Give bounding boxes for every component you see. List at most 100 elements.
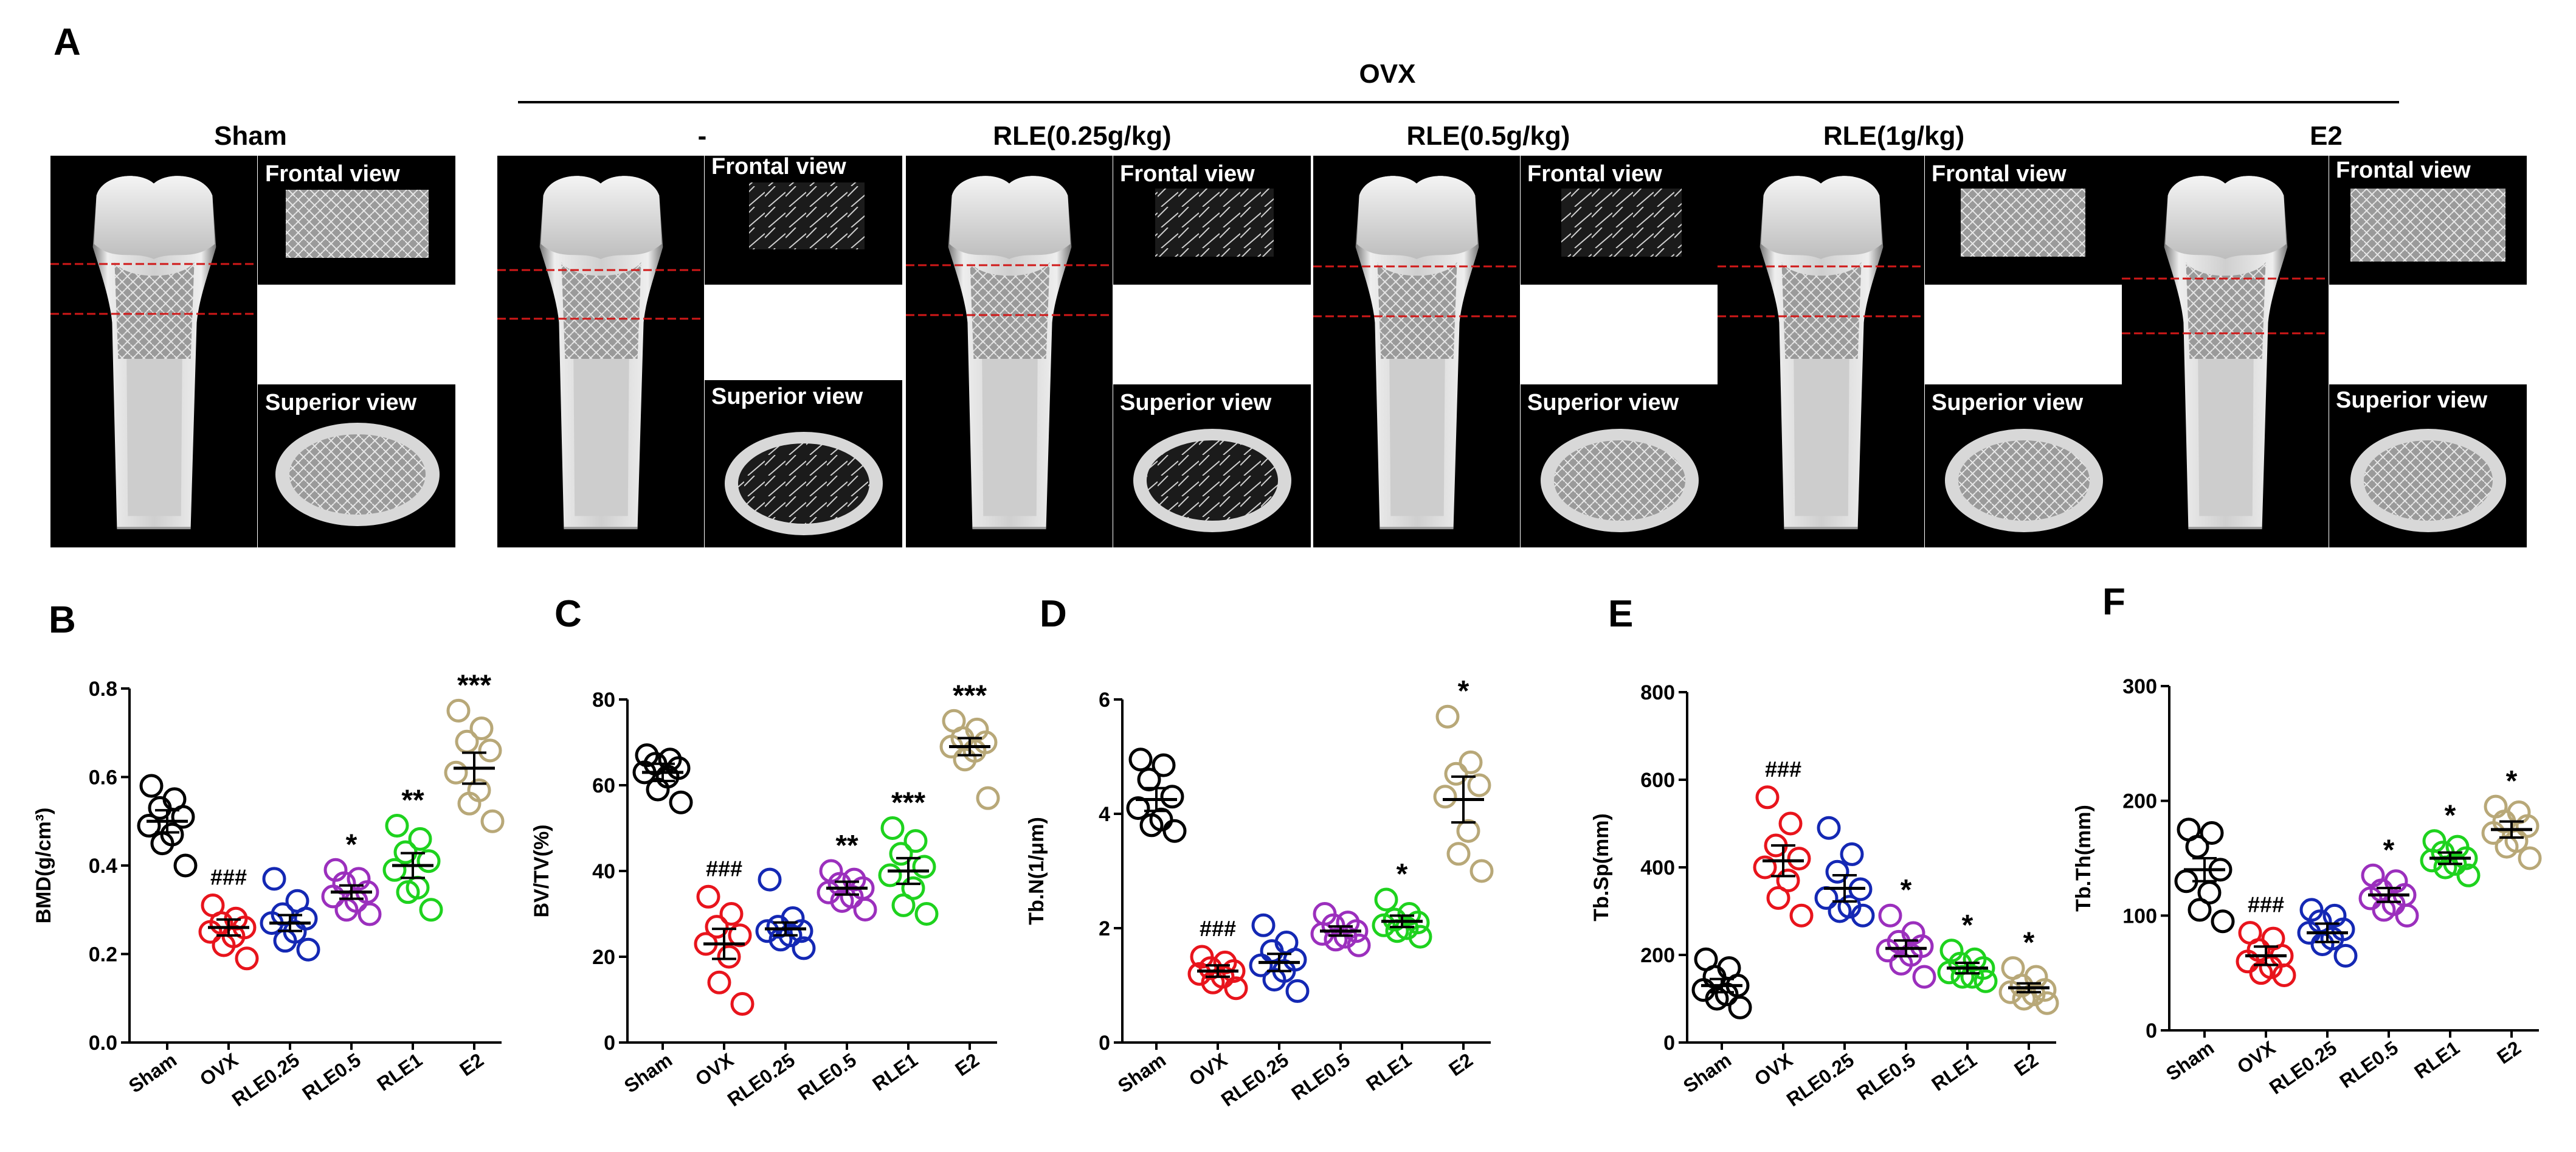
data-point: [912, 855, 936, 879]
category-label-rle1: RLE1: [868, 1049, 922, 1095]
data-point: [446, 698, 471, 723]
category-label-ovx: OVX: [1750, 1049, 1797, 1091]
data-point: [914, 902, 939, 926]
data-point: [1198, 956, 1223, 980]
data-point: [1755, 785, 1780, 810]
frontal-label-ovx: Frontal view: [711, 154, 846, 179]
significance-label: *: [2445, 800, 2456, 832]
y-tick-label: 0.4: [89, 855, 117, 878]
y-tick-label: 2: [1099, 917, 1110, 940]
data-point: [1766, 886, 1790, 910]
data-point: [2395, 903, 2419, 928]
panel-a-letter: A: [54, 21, 81, 63]
data-point: [2372, 898, 2396, 922]
microct-group-rle1: Frontal view Superior view: [1718, 156, 2122, 547]
data-point: [173, 853, 198, 878]
group-title-rle05: RLE(0.5g/kg): [1407, 121, 1570, 151]
category-label-sham: Sham: [125, 1049, 181, 1097]
data-point: [830, 889, 854, 913]
significance-label: ###: [210, 864, 247, 889]
category-label-sham: Sham: [1679, 1049, 1735, 1097]
data-point: [1433, 785, 1457, 809]
y-tick-label: 800: [1640, 681, 1675, 704]
category-label-e2: E2: [1445, 1049, 1477, 1080]
data-point: [1851, 903, 1875, 928]
data-point: [758, 867, 782, 892]
data-point: [891, 893, 916, 917]
data-point: [669, 790, 693, 814]
data-point: [2032, 978, 2057, 1002]
category-label-rle1: RLE1: [1927, 1049, 1981, 1095]
y-tick-label: 0.6: [89, 766, 117, 789]
data-point: [1840, 842, 1864, 866]
data-point: [235, 946, 259, 971]
category-label-ovx: OVX: [1185, 1049, 1232, 1091]
y-axis-label: Tb.Sp(mm): [1590, 813, 1613, 921]
category-label-rle025: RLE0.25: [2265, 1036, 2341, 1098]
data-point: [2358, 886, 2383, 911]
data-point: [2236, 949, 2260, 974]
data-point: [171, 805, 195, 829]
data-point: [2200, 821, 2224, 845]
data-point: [1160, 785, 1184, 809]
charts-row: B 0.0 0.2 0.4 0.6 0.8 BMD(g/cm³) Sham OVX ### RLE0…: [32, 581, 2542, 1111]
data-point: [1139, 813, 1164, 838]
y-tick-label: 4: [1099, 803, 1110, 826]
significance-label: ***: [891, 787, 925, 819]
frontal-label-rle05: Frontal view: [1527, 161, 1662, 187]
data-point: [1383, 907, 1407, 932]
data-point: [719, 902, 744, 926]
data-point: [480, 809, 505, 833]
category-label-ovx: OVX: [196, 1049, 243, 1091]
data-point: [2333, 943, 2358, 968]
category-label-rle05: RLE0.5: [2336, 1036, 2403, 1092]
microct-group-e2: Frontal view Superior view: [2122, 156, 2527, 547]
frontal-label-e2: Frontal view: [2336, 158, 2471, 183]
data-point: [953, 748, 977, 772]
data-point: [717, 945, 741, 969]
data-point: [1814, 886, 1839, 910]
significance-label: *: [2023, 927, 2035, 959]
data-point: [1224, 976, 1248, 1001]
data-point: [1372, 913, 1396, 937]
y-tick-label: 100: [2122, 904, 2157, 928]
y-tick-label: 20: [592, 946, 615, 969]
significance-label: ###: [1765, 757, 1801, 782]
group-title-rle1: RLE(1g/kg): [1823, 121, 1964, 151]
data-point: [2420, 848, 2444, 873]
superior-label-rle1: Superior view: [1932, 390, 2084, 415]
microct-group-ovx: Frontal view Superior view: [497, 154, 902, 547]
data-point: [1162, 819, 1187, 843]
panel-letter-e: E: [1608, 593, 1633, 635]
data-point: [357, 902, 382, 926]
superior-label-ovx: Superior view: [711, 384, 863, 409]
data-point: [1950, 965, 1975, 989]
significance-label: *: [2506, 765, 2518, 797]
category-label-ovx: OVX: [2233, 1036, 2280, 1078]
significance-label: *: [1962, 909, 1973, 942]
data-point: [1817, 816, 1841, 840]
y-tick-label: 200: [2122, 790, 2157, 813]
y-tick-label: 0.0: [89, 1032, 117, 1055]
data-point: [1251, 913, 1276, 937]
data-point: [766, 915, 790, 939]
data-point: [1728, 995, 1752, 1019]
data-point: [707, 970, 731, 994]
y-axis-label: BV/TV(%): [530, 825, 553, 918]
data-point: [658, 748, 682, 772]
data-point: [1285, 979, 1310, 1003]
data-point: [1137, 768, 1161, 792]
data-point: [903, 829, 928, 853]
significance-label: ###: [1200, 916, 1236, 941]
data-point: [198, 920, 223, 944]
data-point: [1444, 762, 1468, 786]
data-point: [1446, 842, 1471, 866]
y-tick-label: 400: [1640, 856, 1675, 880]
y-axis-label: Tb.N(1/μm): [1025, 817, 1048, 925]
significance-label: ###: [706, 856, 742, 881]
category-label-rle05: RLE0.5: [794, 1049, 861, 1105]
category-label-rle1: RLE1: [373, 1049, 426, 1095]
ovx-header: OVX: [1359, 59, 1416, 89]
